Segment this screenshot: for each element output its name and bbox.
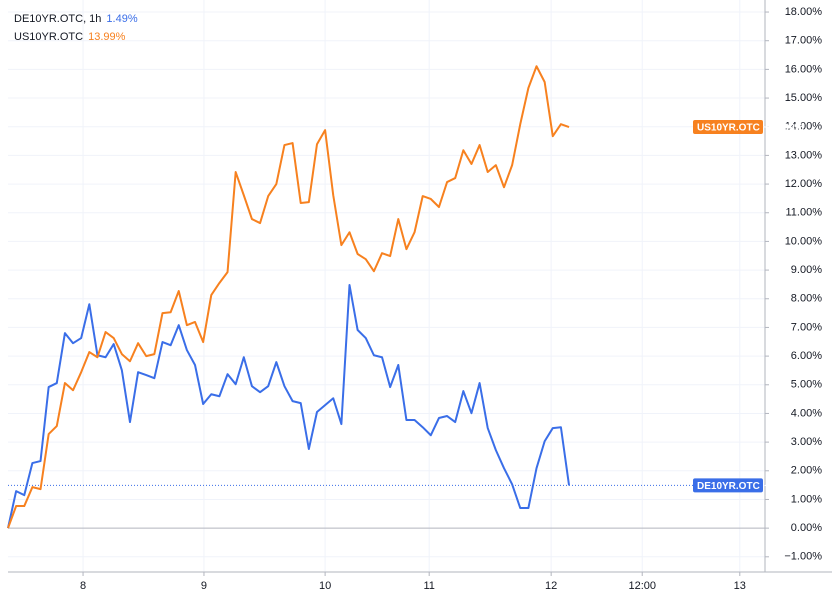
y-tick-label: 0.00% xyxy=(791,522,822,534)
price-tag-label: US10YR.OTC +13.99% xyxy=(697,122,804,133)
y-tick-label: 1.00% xyxy=(791,493,822,505)
series-line xyxy=(7,283,571,529)
y-tick-label: 18.00% xyxy=(785,6,823,18)
y-tick-label: 16.00% xyxy=(785,63,823,75)
y-tick-label: 12.00% xyxy=(785,178,823,190)
legend-value: 1.49% xyxy=(106,13,137,25)
y-tick-label: 13.00% xyxy=(785,149,823,161)
y-tick-label: 7.00% xyxy=(791,321,822,333)
x-tick-label: 12:00 xyxy=(628,580,656,592)
y-tick-label: 5.00% xyxy=(791,379,822,391)
tag-name: US10YR.OTC xyxy=(697,122,760,133)
legend-name: US10YR.OTC xyxy=(14,31,83,43)
x-tick-label: 11 xyxy=(423,580,434,592)
y-tick-label: 8.00% xyxy=(791,293,822,305)
price-tag xyxy=(693,478,763,493)
series-line xyxy=(7,65,570,529)
legend-entry: DE10YR.OTC, 1h 1.49% xyxy=(14,13,138,25)
tag-value: +13.99% xyxy=(764,122,804,133)
legend-name: DE10YR.OTC, 1h xyxy=(14,13,101,25)
y-tick-label: 4.00% xyxy=(791,407,822,419)
x-tick-label: 12 xyxy=(545,580,557,592)
y-tick-label: 9.00% xyxy=(791,264,822,276)
x-tick-label: 9 xyxy=(201,580,207,592)
y-tick-label: 11.00% xyxy=(786,207,823,219)
legend-value: 13.99% xyxy=(88,31,126,43)
legend-entry: US10YR.OTC 13.99% xyxy=(14,31,126,43)
y-tick-label: 6.00% xyxy=(791,350,822,362)
x-tick-label: 13 xyxy=(734,580,746,592)
y-tick-label: 14.00% xyxy=(785,121,823,133)
tag-name: DE10YR.OTC xyxy=(697,481,760,492)
y-tick-label: 10.00% xyxy=(785,235,823,247)
tag-value: +1.49% xyxy=(764,481,798,492)
y-tick-label: −1.00% xyxy=(784,551,822,563)
price-tag-label: DE10YR.OTC +1.49% xyxy=(697,481,798,492)
y-tick-label: 15.00% xyxy=(785,92,823,104)
x-tick-label: 10 xyxy=(319,580,331,592)
y-tick-label: 2.00% xyxy=(791,465,822,477)
y-tick-label: 17.00% xyxy=(785,35,823,47)
x-tick-label: 8 xyxy=(80,580,86,592)
price-tag xyxy=(693,120,763,135)
y-tick-label: 3.00% xyxy=(791,436,822,448)
